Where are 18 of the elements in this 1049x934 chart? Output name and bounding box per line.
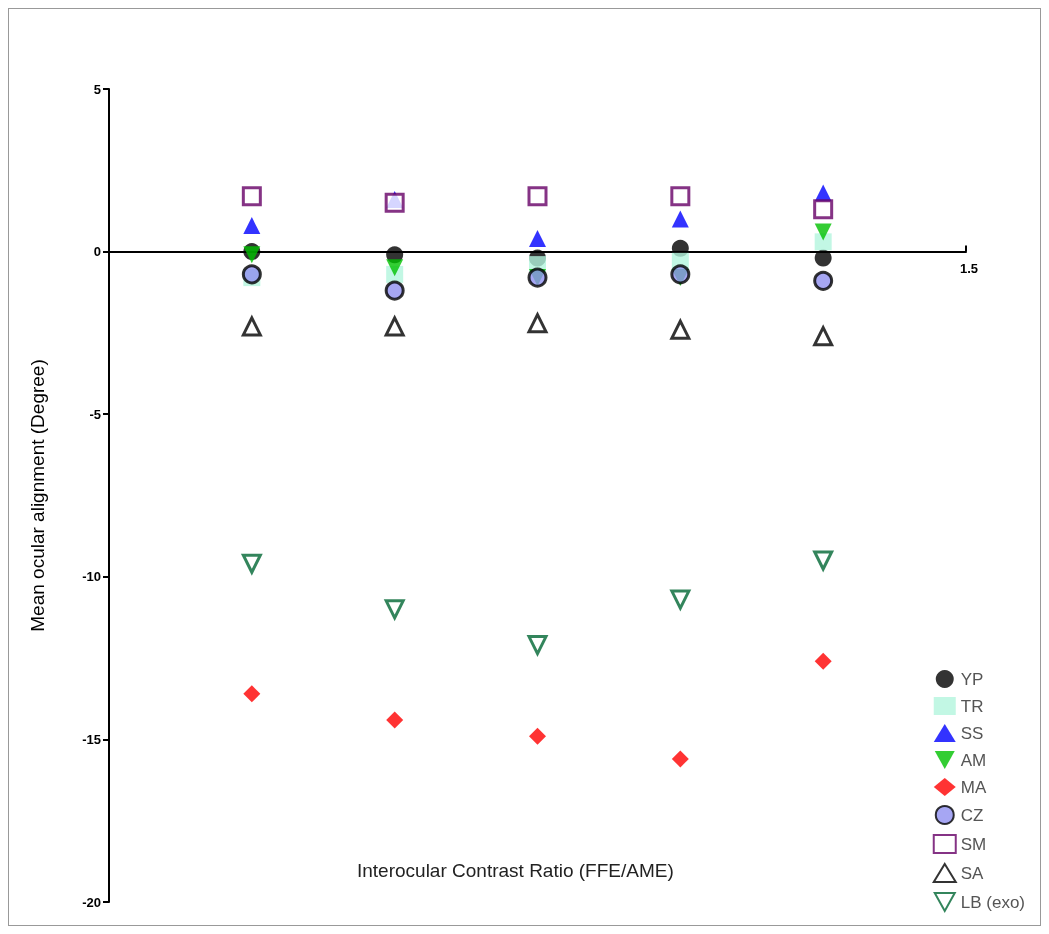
legend-label: MA: [960, 777, 987, 797]
legend-label: LB (exo): [960, 892, 1025, 912]
legend-label: TR: [960, 696, 984, 716]
legend-label: AM: [960, 750, 987, 770]
x-axis-title: Interocular Contrast Ratio (FFE/AME): [357, 860, 674, 881]
y-axis-title: Mean ocular alignment (Degree): [27, 359, 48, 632]
y-tick-label: -15: [82, 731, 101, 747]
legend-label: SA: [960, 863, 985, 883]
y-tick-label: -20: [82, 894, 101, 910]
y-tick-label: 0: [93, 244, 101, 260]
annotation: 1.5: [960, 260, 979, 276]
legend-label: YP: [960, 669, 984, 689]
y-tick-label: -5: [89, 406, 101, 422]
y-tick-label: -10: [82, 569, 101, 585]
legend-label: CZ: [960, 805, 984, 825]
legend-label: SM: [960, 834, 987, 854]
legend-label: SS: [960, 723, 984, 743]
y-tick-label: 5: [93, 81, 101, 97]
